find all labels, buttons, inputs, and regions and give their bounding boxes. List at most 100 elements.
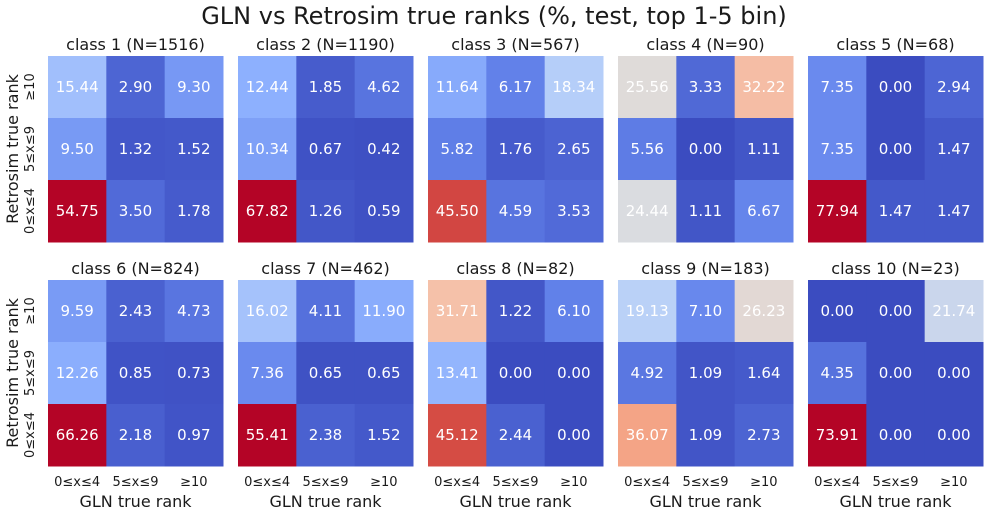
heatmap-cell (164, 342, 224, 405)
heatmap-cell (428, 342, 487, 405)
heatmap-cell (734, 180, 794, 243)
cell-value-label: 5.82 (440, 140, 473, 158)
y-tick-label: 0≤x≤4 (23, 412, 38, 458)
heatmap-cell (544, 280, 604, 343)
cell-value-label: 11.90 (362, 302, 405, 320)
cell-value-label: 67.82 (246, 202, 289, 220)
cell-value-label: 13.41 (436, 364, 479, 382)
cell-value-label: 1.11 (689, 202, 722, 220)
heatmap-cell (428, 56, 487, 119)
heatmap-cell (106, 404, 166, 467)
heatmap-cell (296, 118, 356, 181)
heatmap-cell (238, 342, 297, 405)
x-axis-label: GLN true rank (839, 492, 952, 511)
heatmap-cell (428, 404, 487, 467)
cell-value-label: 1.26 (309, 202, 342, 220)
cell-value-label: 0.42 (367, 140, 400, 158)
cell-value-label: 55.41 (246, 426, 289, 444)
heatmap-cell (866, 280, 926, 343)
heatmap-cell (428, 180, 487, 243)
cell-value-label: 6.67 (747, 202, 780, 220)
cell-value-label: 7.10 (689, 302, 722, 320)
heatmap-cell (106, 118, 166, 181)
cell-value-label: 7.36 (250, 364, 283, 382)
panel-title: class 8 (N=82) (456, 259, 574, 278)
cell-value-label: 0.73 (177, 364, 210, 382)
cell-value-label: 2.90 (119, 78, 152, 96)
heatmap-cell (48, 180, 107, 243)
heatmap-cell (924, 342, 984, 405)
cell-value-label: 2.65 (557, 140, 590, 158)
cell-value-label: 0.00 (879, 426, 912, 444)
heatmap-cell (866, 404, 926, 467)
heatmap-cell (48, 404, 107, 467)
chart-title: GLN vs Retrosim true ranks (%, test, top… (201, 2, 787, 30)
cell-value-label: 6.17 (499, 78, 532, 96)
cell-value-label: 4.73 (177, 302, 210, 320)
y-tick-label: ≥10 (23, 297, 38, 324)
cell-value-label: 0.00 (879, 302, 912, 320)
x-tick-label: 0≤x≤4 (624, 475, 670, 490)
heatmap-cell (676, 56, 736, 119)
heatmap-cell (924, 180, 984, 243)
heatmap-cell (486, 118, 546, 181)
cell-value-label: 0.00 (879, 364, 912, 382)
cell-value-label: 9.30 (177, 78, 210, 96)
heatmap-cell (808, 180, 867, 243)
heatmap-cell (238, 118, 297, 181)
cell-value-label: 4.11 (309, 302, 342, 320)
heatmap-cell (924, 280, 984, 343)
heatmap-cell (734, 280, 794, 343)
cell-value-label: 0.97 (177, 426, 210, 444)
heatmap-cell (428, 280, 487, 343)
cell-value-label: 32.22 (742, 78, 785, 96)
heatmap-cell (544, 56, 604, 119)
y-tick-label: ≥10 (23, 73, 38, 100)
cell-value-label: 0.00 (689, 140, 722, 158)
cell-value-label: 1.64 (747, 364, 780, 382)
cell-value-label: 1.11 (747, 140, 780, 158)
cell-value-label: 19.13 (626, 302, 669, 320)
cell-value-label: 5.56 (630, 140, 663, 158)
heatmap-cell (866, 180, 926, 243)
cell-value-label: 11.64 (436, 78, 479, 96)
x-axis-label: GLN true rank (459, 492, 572, 511)
panel-title: class 7 (N=462) (261, 259, 389, 278)
heatmap-cell (544, 118, 604, 181)
heatmap-cell (808, 404, 867, 467)
heatmap-cell (486, 342, 546, 405)
heatmap-cell (544, 404, 604, 467)
heatmap-cell (48, 56, 107, 119)
heatmap-cell (676, 404, 736, 467)
cell-value-label: 1.09 (689, 426, 722, 444)
heatmap-cell (544, 342, 604, 405)
cell-value-label: 0.67 (309, 140, 342, 158)
heatmap-cell (618, 180, 677, 243)
cell-value-label: 1.22 (499, 302, 532, 320)
x-tick-label: 5≤x≤9 (492, 475, 538, 490)
cell-value-label: 0.00 (879, 140, 912, 158)
panel-title: class 1 (N=1516) (66, 35, 205, 54)
cell-value-label: 1.52 (367, 426, 400, 444)
panel-title: class 4 (N=90) (646, 35, 764, 54)
heatmap-cell (354, 118, 414, 181)
cell-value-label: 1.85 (309, 78, 342, 96)
panel-title: class 10 (N=23) (831, 259, 959, 278)
cell-value-label: 4.59 (499, 202, 532, 220)
cell-value-label: 73.91 (816, 426, 859, 444)
y-tick-label: 5≤x≤9 (23, 350, 38, 396)
cell-value-label: 12.44 (246, 78, 289, 96)
heatmap-cell (734, 56, 794, 119)
cell-value-label: 0.00 (557, 364, 590, 382)
panel-title: class 3 (N=567) (451, 35, 579, 54)
heatmap-cell (676, 342, 736, 405)
cell-value-label: 9.59 (60, 302, 93, 320)
cell-value-label: 66.26 (56, 426, 99, 444)
heatmap-cell (924, 404, 984, 467)
y-axis-label: Retrosim true rank (3, 297, 22, 447)
heatmap-cell (676, 118, 736, 181)
heatmap-cell (354, 404, 414, 467)
heatmap-cell (238, 280, 297, 343)
heatmap-cell (48, 280, 107, 343)
